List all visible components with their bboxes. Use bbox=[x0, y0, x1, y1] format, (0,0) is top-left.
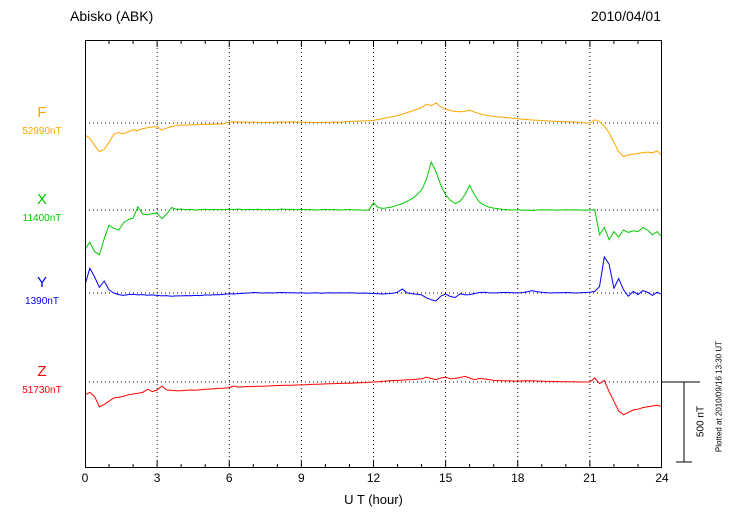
station-title: Abisko (ABK) bbox=[70, 8, 154, 24]
trace-label-Y: Y 1390nT bbox=[10, 274, 74, 308]
x-tick-label: 15 bbox=[438, 471, 453, 485]
x-tick-label: 3 bbox=[153, 471, 161, 485]
trace-baseline-value-X: 11400nT bbox=[22, 213, 62, 224]
trace-Y bbox=[85, 255, 662, 302]
trace-baseline-value-Y: 1390nT bbox=[25, 296, 59, 307]
x-axis-label: U T (hour) bbox=[344, 492, 403, 507]
trace-letter-Y: Y bbox=[36, 274, 47, 291]
trace-letter-F: F bbox=[37, 104, 47, 121]
scale-bar-label: 500 nT bbox=[695, 405, 707, 438]
x-tick-label: 24 bbox=[655, 471, 669, 485]
x-tick-label: 21 bbox=[583, 471, 597, 485]
scale-bar bbox=[662, 381, 700, 463]
trace-Z bbox=[85, 375, 662, 416]
plot-frame bbox=[85, 40, 662, 468]
trace-label-Z: Z 51730nT bbox=[10, 363, 74, 397]
plot-svg bbox=[85, 40, 662, 468]
trace-baseline-value-Z: 51730nT bbox=[22, 385, 62, 396]
x-tick-label: 6 bbox=[225, 471, 233, 485]
gridlines bbox=[85, 40, 662, 468]
x-tick-label: 18 bbox=[511, 471, 525, 485]
x-tick-label: 0 bbox=[81, 471, 89, 485]
trace-F bbox=[85, 102, 662, 158]
trace-X bbox=[85, 160, 662, 256]
date-label: 2010/04/01 bbox=[590, 8, 661, 24]
trace-letter-X: X bbox=[36, 191, 47, 208]
x-tick-label: 9 bbox=[298, 471, 305, 485]
trace-label-X: X 11400nT bbox=[10, 191, 74, 225]
x-tick-label: 12 bbox=[366, 471, 381, 485]
x-axis-ticks: 0 3 6 9 12 15 18 21 24 bbox=[0, 471, 730, 487]
trace-letter-Z: Z bbox=[37, 363, 47, 380]
trace-baseline-value-F: 52990nT bbox=[22, 126, 62, 137]
plotted-note: Plotted at 2010/09/16 13:30 UT bbox=[714, 340, 724, 453]
trace-label-F: F 52990nT bbox=[10, 104, 74, 138]
